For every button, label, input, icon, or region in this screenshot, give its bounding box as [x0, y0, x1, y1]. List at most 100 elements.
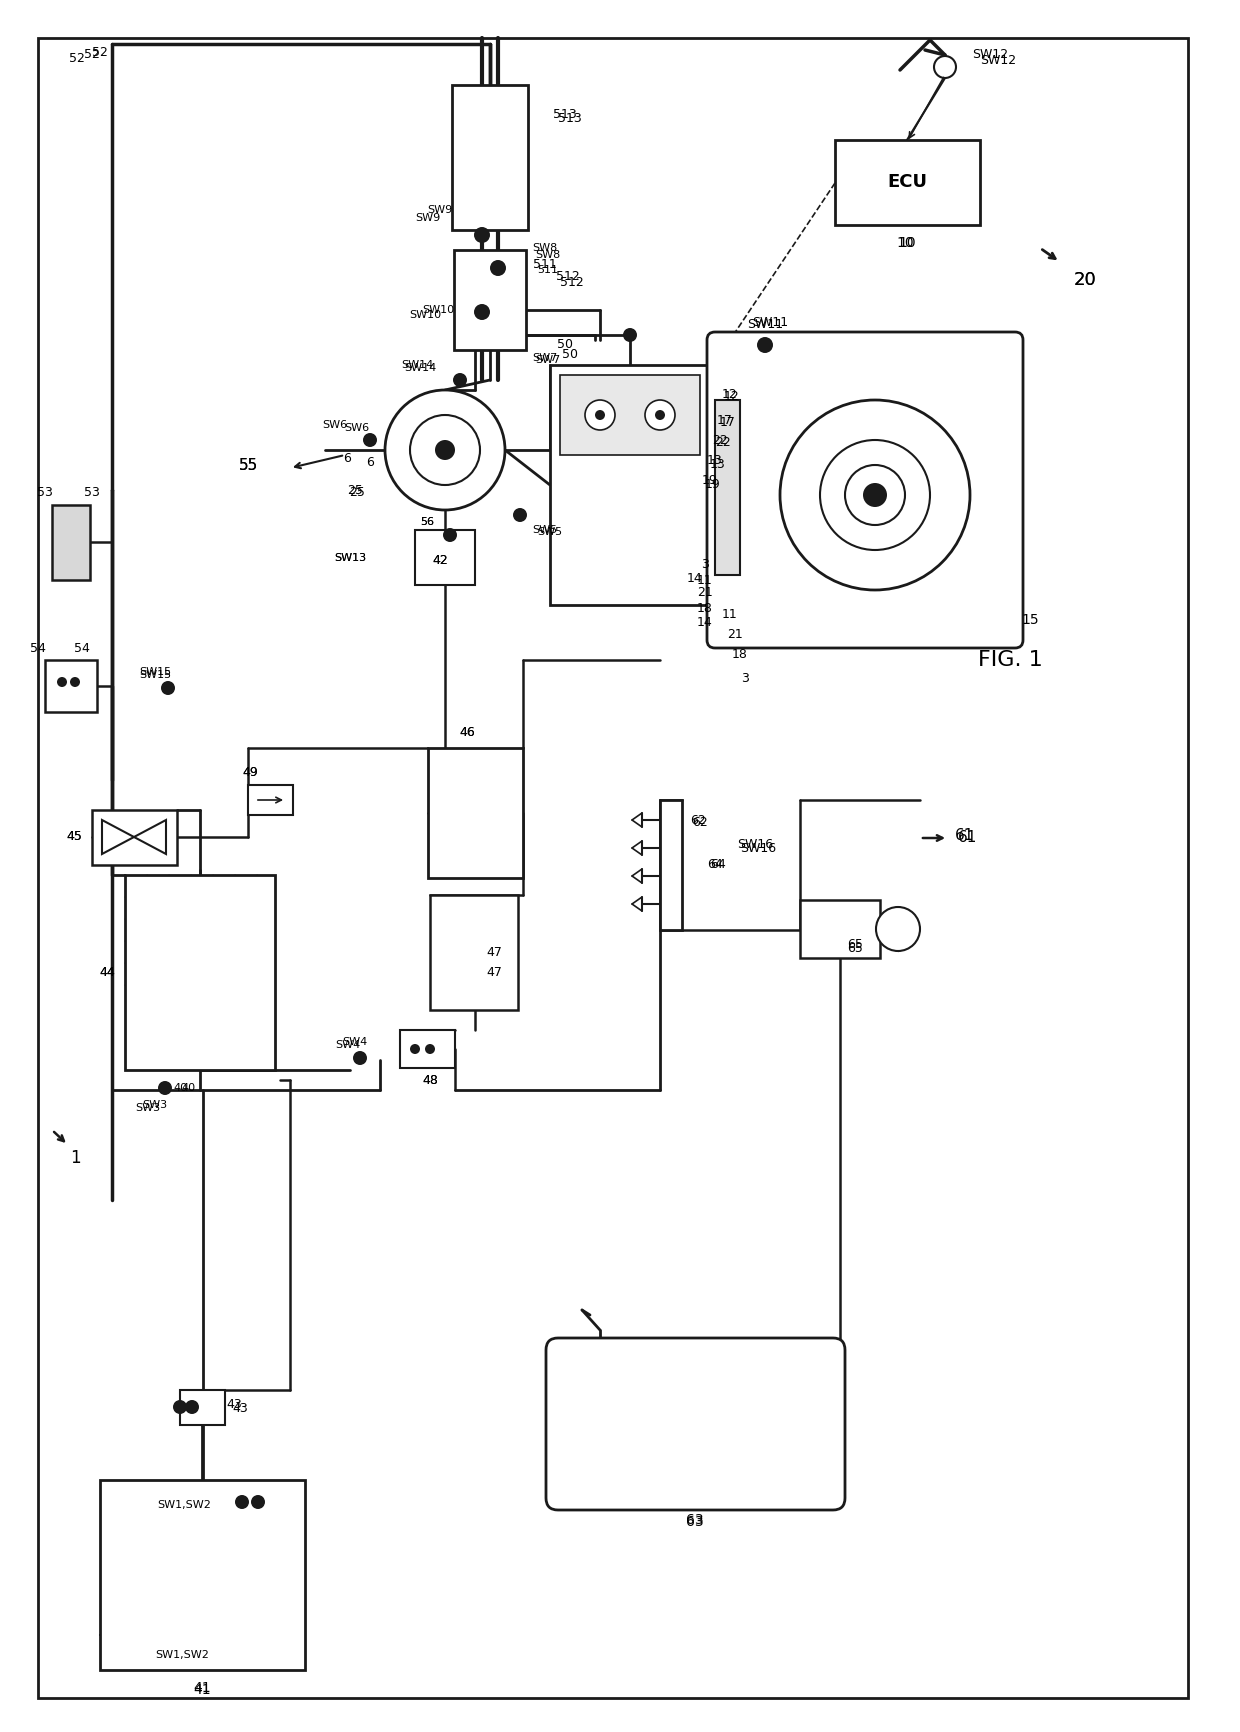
- Text: 56: 56: [420, 516, 434, 527]
- Text: 19: 19: [702, 473, 718, 487]
- Text: 10: 10: [897, 236, 914, 249]
- Text: SW8: SW8: [532, 242, 558, 253]
- Text: 43: 43: [226, 1398, 242, 1412]
- Text: 14: 14: [697, 617, 713, 629]
- Bar: [835, 140, 980, 225]
- Text: 40: 40: [181, 1082, 195, 1093]
- Text: 12: 12: [722, 388, 738, 402]
- Text: 41: 41: [193, 1682, 211, 1696]
- Text: 20: 20: [1074, 270, 1096, 289]
- Polygon shape: [102, 819, 134, 854]
- Circle shape: [780, 400, 970, 591]
- Text: SW13: SW13: [334, 553, 366, 563]
- Text: 3: 3: [742, 672, 749, 684]
- Text: SW16: SW16: [737, 838, 773, 852]
- Circle shape: [490, 260, 506, 275]
- Text: 52: 52: [84, 48, 100, 62]
- Text: 43: 43: [232, 1401, 248, 1415]
- Text: 25: 25: [347, 483, 363, 497]
- Text: SW6: SW6: [322, 419, 347, 430]
- Text: SW14: SW14: [404, 364, 436, 372]
- Bar: [125, 875, 275, 1070]
- Text: 52: 52: [92, 45, 108, 59]
- Text: 11: 11: [697, 573, 713, 587]
- Circle shape: [353, 1051, 367, 1065]
- Text: 56: 56: [420, 516, 434, 527]
- Text: SW8: SW8: [536, 249, 560, 260]
- Text: 47: 47: [486, 946, 502, 958]
- Text: SW1,SW2: SW1,SW2: [157, 1500, 211, 1510]
- Bar: [100, 1481, 305, 1670]
- Text: 6: 6: [366, 456, 374, 468]
- Circle shape: [425, 1044, 435, 1055]
- Text: 19: 19: [706, 478, 720, 492]
- Text: FIG. 1: FIG. 1: [977, 650, 1043, 670]
- Text: 3: 3: [701, 558, 709, 572]
- Text: 64: 64: [707, 859, 723, 871]
- Bar: [428, 748, 523, 878]
- Text: 65: 65: [847, 939, 863, 951]
- Circle shape: [655, 410, 665, 419]
- Text: SW12: SW12: [980, 54, 1016, 66]
- Text: 18: 18: [697, 601, 713, 615]
- Text: SW12: SW12: [972, 48, 1008, 62]
- Text: 61: 61: [959, 831, 977, 845]
- Text: SW7: SW7: [532, 353, 558, 364]
- Text: 44: 44: [99, 965, 115, 979]
- Circle shape: [934, 55, 956, 78]
- Text: 512: 512: [560, 275, 584, 289]
- Bar: [52, 506, 91, 580]
- Circle shape: [622, 327, 637, 341]
- Circle shape: [585, 400, 615, 430]
- Text: 42: 42: [432, 554, 448, 566]
- Bar: [800, 901, 880, 958]
- Text: 40: 40: [172, 1082, 187, 1093]
- Bar: [454, 249, 526, 350]
- Text: SW9: SW9: [415, 213, 440, 223]
- Circle shape: [453, 372, 467, 386]
- Bar: [715, 400, 740, 575]
- Text: SW9: SW9: [428, 204, 453, 215]
- Text: 22: 22: [715, 435, 730, 449]
- Text: 50: 50: [557, 338, 573, 352]
- Bar: [180, 1391, 224, 1425]
- Text: 11: 11: [722, 608, 738, 622]
- Text: 49: 49: [242, 766, 258, 778]
- Circle shape: [57, 677, 67, 688]
- Text: 48: 48: [422, 1074, 438, 1086]
- Text: 13: 13: [711, 459, 725, 471]
- Text: SW7: SW7: [536, 355, 560, 365]
- Bar: [45, 660, 97, 712]
- Text: SW11: SW11: [751, 315, 789, 329]
- Circle shape: [435, 440, 455, 461]
- Text: 63: 63: [686, 1514, 704, 1528]
- Bar: [551, 365, 711, 604]
- Bar: [401, 1031, 455, 1069]
- Text: SW13: SW13: [334, 553, 366, 563]
- Text: 13: 13: [707, 454, 723, 466]
- Circle shape: [756, 338, 773, 353]
- Text: 15: 15: [1022, 613, 1039, 627]
- Circle shape: [844, 464, 905, 525]
- Text: 46: 46: [459, 726, 475, 740]
- Bar: [430, 895, 518, 1010]
- Text: SW10: SW10: [422, 305, 454, 315]
- Circle shape: [384, 390, 505, 509]
- Text: SW10: SW10: [409, 310, 441, 320]
- Text: 54: 54: [30, 641, 46, 655]
- Bar: [560, 376, 701, 456]
- Circle shape: [443, 528, 458, 542]
- Text: 53: 53: [84, 485, 100, 499]
- Text: 55: 55: [238, 457, 258, 473]
- Text: 62: 62: [691, 814, 706, 826]
- Text: 41: 41: [193, 1684, 211, 1697]
- Text: SW16: SW16: [740, 842, 776, 854]
- Text: 49: 49: [242, 766, 258, 778]
- Text: 47: 47: [486, 965, 502, 979]
- Bar: [92, 811, 177, 864]
- Text: 25: 25: [350, 485, 365, 499]
- Circle shape: [236, 1495, 249, 1509]
- Text: 45: 45: [66, 831, 82, 843]
- Text: SW14: SW14: [401, 360, 433, 371]
- Circle shape: [174, 1399, 187, 1413]
